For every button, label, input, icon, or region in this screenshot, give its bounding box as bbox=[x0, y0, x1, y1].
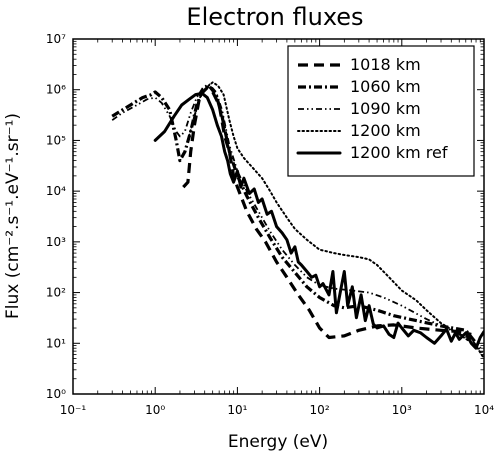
x-tick-label: 10⁻¹ bbox=[60, 403, 87, 417]
x-tick-labels: 10⁻¹ 10⁰ 10¹ 10² 10³ 10⁴ bbox=[60, 403, 494, 417]
y-axis-label: Flux (cm⁻².s⁻¹.eV⁻¹.sr⁻¹) bbox=[3, 113, 23, 319]
chart-title: Electron fluxes bbox=[186, 3, 363, 31]
y-tick-label: 10⁰ bbox=[46, 387, 66, 401]
plot-frame bbox=[72, 38, 485, 395]
legend-label-1: 1018 km bbox=[350, 55, 421, 74]
y-tick-label: 10³ bbox=[46, 235, 66, 249]
y-tick-label: 10² bbox=[46, 286, 66, 300]
series-line-2 bbox=[111, 84, 482, 350]
legend: 1018 km 1060 km 1090 km 1200 km 1200 km ref bbox=[287, 45, 475, 177]
x-tick-label: 10³ bbox=[392, 403, 412, 417]
x-tick-label: 10² bbox=[310, 403, 330, 417]
legend-label-5: 1200 km ref bbox=[350, 143, 448, 162]
y-tick-label: 10⁶ bbox=[46, 83, 66, 97]
y-tick-label: 10⁷ bbox=[46, 32, 66, 46]
x-tick-label: 10¹ bbox=[227, 403, 247, 417]
series-line-5 bbox=[153, 91, 484, 350]
x-tick-label: 10⁰ bbox=[145, 403, 165, 417]
series-layer bbox=[111, 81, 484, 360]
y-tick-labels: 10⁰ 10¹ 10² 10³ 10⁴ 10⁵ 10⁶ 10⁷ bbox=[46, 32, 66, 401]
x-tick-label: 10⁴ bbox=[474, 403, 494, 417]
y-tick-label: 10⁴ bbox=[46, 184, 66, 198]
x-axis-label: Energy (eV) bbox=[228, 432, 328, 452]
y-tick-label: 10⁵ bbox=[46, 133, 66, 147]
legend-label-3: 1090 km bbox=[350, 99, 421, 118]
y-tick-label: 10¹ bbox=[46, 336, 66, 350]
legend-label-2: 1060 km bbox=[350, 77, 421, 96]
series-line-3 bbox=[111, 83, 484, 356]
series-line-4 bbox=[186, 81, 484, 360]
legend-label-4: 1200 km bbox=[350, 121, 421, 140]
plot-area bbox=[72, 38, 485, 395]
